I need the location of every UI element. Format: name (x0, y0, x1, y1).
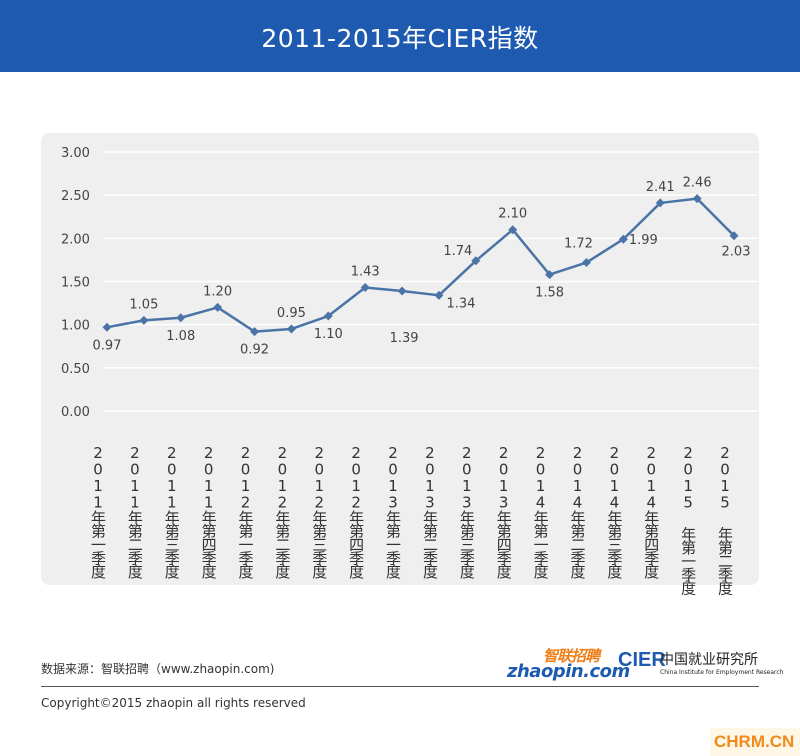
data-label: 0.97 (93, 338, 122, 353)
x-tick-label: 2015 年第二季度 (716, 444, 734, 596)
x-tick-label: 2013年第二季度 (421, 444, 439, 579)
cier-logo-mark: CIER (618, 649, 666, 671)
data-point (508, 225, 518, 235)
data-point (176, 313, 186, 323)
x-tick-label: 2014年第三季度 (605, 444, 623, 579)
x-tick-label: 2014年第四季度 (642, 444, 660, 579)
data-point (397, 286, 407, 296)
cier-logo-en: China Institute for Employment Research (660, 669, 784, 676)
data-point (581, 258, 591, 268)
data-label: 1.72 (564, 237, 593, 252)
data-label: 0.92 (240, 343, 269, 358)
data-point (360, 283, 370, 293)
data-label: 2.41 (646, 180, 675, 195)
cier-logo-cn: 中国就业研究所 (660, 652, 758, 668)
y-tick-label: 2.50 (61, 189, 90, 204)
chart-panel (41, 133, 759, 585)
data-label: 1.39 (390, 331, 419, 346)
x-tick-label: 2013年第一季度 (384, 444, 402, 579)
data-point (618, 234, 628, 244)
page-title: 2011-2015年CIER指数 (261, 24, 539, 53)
x-tick-label: 2013年第四季度 (495, 444, 513, 579)
y-tick-label: 1.00 (61, 319, 90, 334)
data-label: 2.46 (683, 176, 712, 191)
x-tick-label: 2015 年第一季度 (679, 444, 697, 596)
data-label: 0.95 (277, 306, 306, 321)
watermark-text: CHRM.CN (714, 732, 795, 751)
data-label: 1.34 (446, 296, 475, 311)
series-line (106, 197, 735, 333)
data-label: 1.05 (129, 297, 158, 312)
x-tick-label: 2012年第四季度 (347, 444, 365, 579)
footer-divider (41, 686, 759, 687)
data-point (323, 311, 333, 321)
x-tick-label: 2012年第一季度 (237, 444, 255, 579)
x-tick-label: 2011年第一季度 (89, 444, 107, 579)
data-label: 1.58 (535, 286, 564, 301)
data-label: 2.10 (498, 207, 527, 222)
zhaopin-logo: 智联招聘 zhaopin.com (507, 645, 630, 687)
x-tick-label: 2014年第一季度 (532, 444, 550, 579)
data-point (729, 231, 739, 241)
watermark: CHRM.CN (710, 728, 800, 756)
data-point (286, 324, 296, 334)
data-point (250, 327, 260, 337)
y-tick-label: 0.00 (61, 405, 90, 420)
y-tick-label: 2.00 (61, 232, 90, 247)
x-tick-label: 2014年第二季度 (568, 444, 586, 579)
data-point (213, 302, 223, 312)
cier-logo: CIER 中国就业研究所 China Institute for Employm… (618, 649, 783, 683)
x-tick-label: 2011年第三季度 (163, 444, 181, 579)
y-tick-label: 1.50 (61, 276, 90, 291)
x-tick-label: 2011年第二季度 (126, 444, 144, 579)
copyright-text: Copyright©2015 zhaopin all rights reserv… (41, 696, 306, 710)
header-banner: 2011-2015年CIER指数 (0, 0, 800, 72)
data-label: 2.03 (722, 245, 751, 260)
data-label: 1.20 (203, 284, 232, 299)
y-tick-label: 3.00 (61, 146, 90, 161)
y-tick-label: 0.50 (61, 362, 90, 377)
x-tick-label: 2013年第三季度 (458, 444, 476, 579)
data-point (471, 256, 481, 266)
data-label: 1.43 (351, 265, 380, 280)
data-label: 1.99 (629, 233, 658, 248)
data-label: 1.74 (443, 244, 472, 259)
data-point (102, 322, 112, 332)
x-tick-label: 2012年第二季度 (273, 444, 291, 579)
data-point (434, 290, 444, 300)
data-point (139, 315, 149, 325)
x-tick-label: 2012年第三季度 (310, 444, 328, 579)
x-tick-label: 2011年第四季度 (200, 444, 218, 579)
data-point (655, 198, 665, 208)
data-source-note: 数据来源：智联招聘（www.zhaopin.com) (41, 662, 275, 676)
data-label: 1.10 (314, 327, 343, 342)
data-point (692, 194, 702, 204)
data-point (545, 270, 555, 280)
zhaopin-logo-cn: 智联招聘 (543, 647, 600, 665)
data-label: 1.08 (166, 329, 195, 344)
zhaopin-logo-en: zhaopin.com (507, 661, 630, 682)
